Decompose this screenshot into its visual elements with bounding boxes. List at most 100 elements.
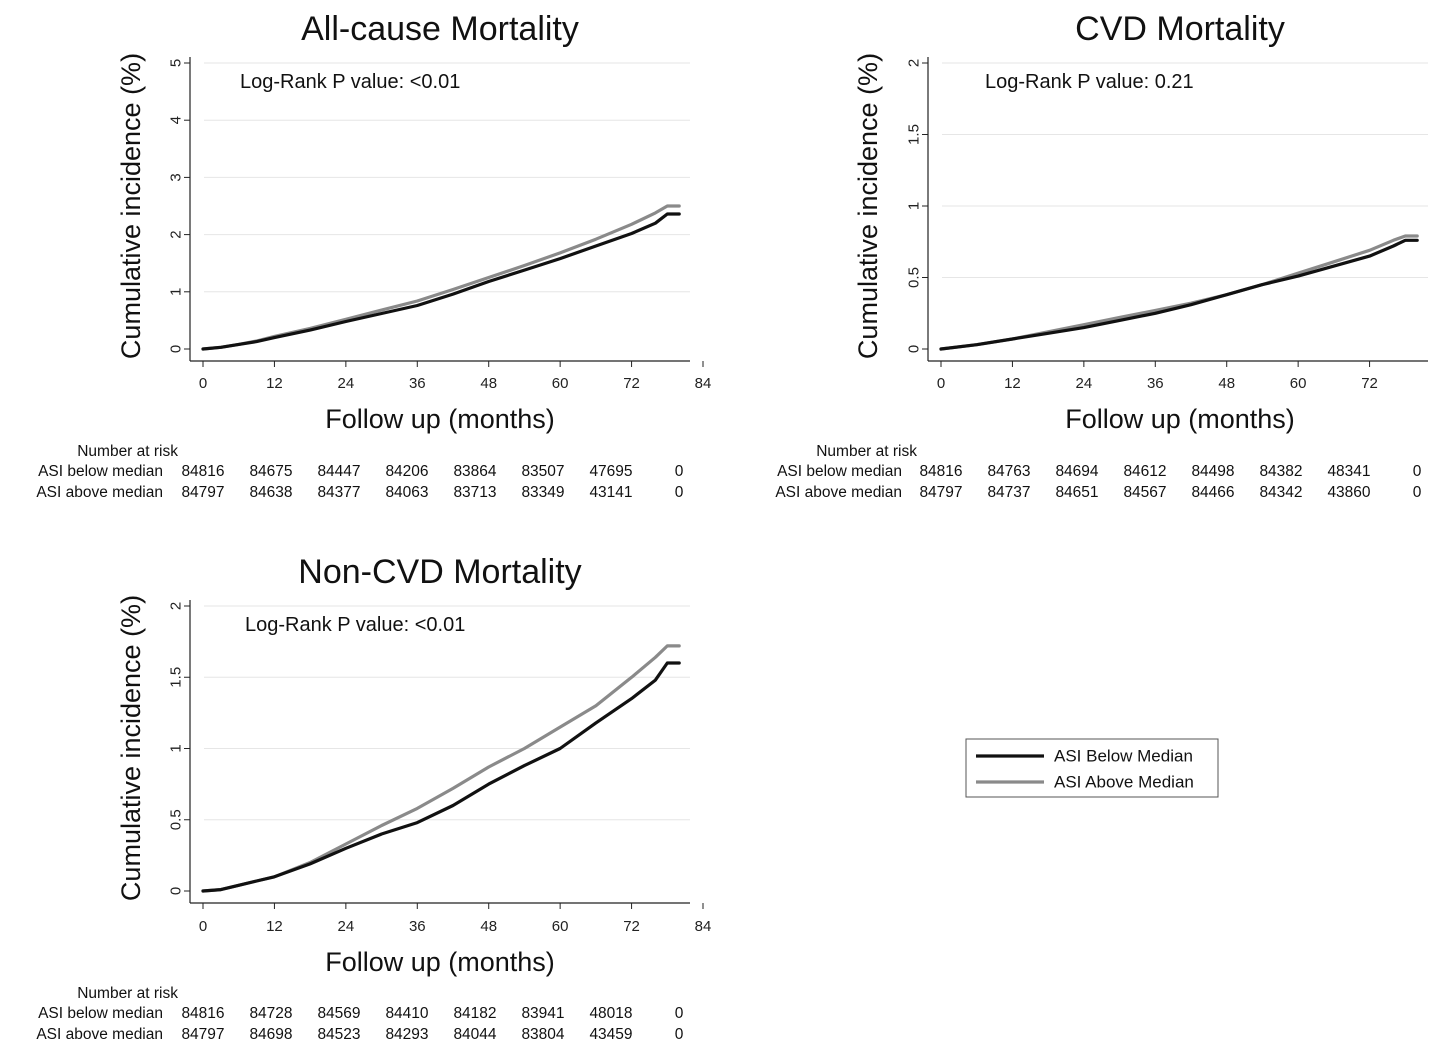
- y-tick-label: 1: [906, 202, 923, 210]
- x-tick-label: 60: [552, 375, 569, 392]
- risk-cell: 84206: [385, 463, 428, 480]
- x-tick-label: 60: [1290, 375, 1307, 392]
- risk-cell: 84342: [1259, 484, 1302, 501]
- y-tick-label: 0: [168, 345, 185, 353]
- y-axis-title: Cumulative incidence (%): [853, 53, 883, 359]
- y-tick-label: 0: [168, 887, 185, 895]
- x-tick-label: 12: [1004, 375, 1021, 392]
- risk-cell: 0: [1413, 463, 1422, 480]
- series-line-below-median: [201, 212, 681, 351]
- y-tick-label: 1.5: [168, 667, 185, 688]
- risk-table-header: Number at risk: [77, 985, 178, 1002]
- x-axis-title: Follow up (months): [325, 404, 555, 434]
- risk-cell: 83349: [521, 484, 564, 501]
- y-tick-label: 2: [168, 602, 185, 610]
- x-tick-label: 84: [695, 918, 712, 935]
- km-panel-3: Non-CVD Mortality 0 0.5 1 1.5 2 0 12 24 36 48 60 72 8…: [36, 553, 711, 1043]
- km-panel-2: CVD Mortality00.511.52012243648607284Fol…: [775, 10, 1428, 501]
- y-tick-label: 1.5: [906, 124, 923, 145]
- risk-cell: 43459: [589, 1026, 632, 1043]
- y-axis-title: Cumulative incidence (%): [116, 53, 146, 359]
- risk-cell: 48341: [1327, 463, 1370, 480]
- risk-cell: 0: [1413, 484, 1422, 501]
- risk-cell: 84638: [249, 484, 292, 501]
- x-tick-label: 48: [1218, 375, 1235, 392]
- risk-cell: 83713: [453, 484, 496, 501]
- x-tick-label: 36: [409, 375, 426, 392]
- x-tick-label: 24: [338, 918, 355, 935]
- risk-cell: 84728: [249, 1005, 292, 1022]
- risk-cell: 43860: [1327, 484, 1370, 501]
- panel-title: All-cause Mortality: [301, 10, 579, 48]
- risk-cell: 84797: [919, 484, 962, 501]
- x-tick-label: 0: [199, 918, 207, 935]
- legend: ASI Below Median ASI Above Median: [965, 738, 1219, 798]
- risk-cell: 84382: [1259, 463, 1302, 480]
- x-tick-label: 72: [623, 375, 640, 392]
- y-tick-label: 3: [168, 173, 185, 181]
- x-tick-label: 48: [480, 375, 497, 392]
- panel-title: Non-CVD Mortality: [298, 553, 581, 591]
- series-line-above-median: [201, 204, 681, 351]
- risk-cell: 0: [675, 1026, 684, 1043]
- y-tick-label: 0: [906, 345, 923, 353]
- risk-cell: 0: [675, 484, 684, 501]
- x-tick-label: 72: [623, 918, 640, 935]
- risk-cell: 84567: [1123, 484, 1166, 501]
- x-tick-label: 24: [338, 375, 355, 392]
- risk-cell: 84694: [1055, 463, 1098, 480]
- series-line-below-median: [939, 238, 1419, 351]
- risk-cell: 84816: [181, 1005, 224, 1022]
- risk-cell: 84377: [317, 484, 360, 501]
- risk-cell: 84569: [317, 1005, 360, 1022]
- risk-cell: 84466: [1191, 484, 1234, 501]
- series-line-above-median: [201, 644, 681, 893]
- risk-cell: 84410: [385, 1005, 428, 1022]
- series-line-above-median: [939, 234, 1419, 351]
- risk-table-header: Number at risk: [77, 443, 178, 460]
- risk-cell: 48018: [589, 1005, 632, 1022]
- y-tick-label: 4: [168, 116, 185, 124]
- risk-cell: 84447: [317, 463, 360, 480]
- y-tick-label: 0.5: [168, 809, 185, 830]
- risk-cell: 84612: [1123, 463, 1166, 480]
- y-tick-label: 2: [168, 230, 185, 238]
- risk-row-label: ASI below median: [777, 463, 902, 480]
- risk-cell: 84737: [987, 484, 1030, 501]
- panel-title: CVD Mortality: [1075, 10, 1285, 48]
- risk-cell: 84763: [987, 463, 1030, 480]
- risk-cell: 84816: [181, 463, 224, 480]
- risk-cell: 84293: [385, 1026, 428, 1043]
- risk-row-label: ASI above median: [36, 484, 163, 501]
- risk-table-header: Number at risk: [816, 443, 917, 460]
- risk-row-label: ASI below median: [38, 463, 163, 480]
- x-tick-label: 72: [1361, 375, 1378, 392]
- risk-cell: 84044: [453, 1026, 496, 1043]
- y-axis-title: Cumulative incidence (%): [116, 595, 146, 901]
- log-rank-annotation: Log-Rank P value: 0.21: [985, 71, 1194, 93]
- legend-label: ASI Above Median: [1054, 773, 1194, 792]
- risk-cell: 84498: [1191, 463, 1234, 480]
- risk-cell: 43141: [589, 484, 632, 501]
- y-tick-label: 5: [168, 59, 185, 67]
- series-line-below-median: [201, 661, 681, 893]
- legend-label: ASI Below Median: [1054, 747, 1193, 766]
- risk-cell: 83941: [521, 1005, 564, 1022]
- risk-cell: 84816: [919, 463, 962, 480]
- x-tick-label: 0: [199, 375, 207, 392]
- x-tick-label: 12: [266, 375, 283, 392]
- x-tick-label: 12: [266, 918, 283, 935]
- risk-row-label: ASI below median: [38, 1005, 163, 1022]
- risk-cell: 83804: [521, 1026, 564, 1043]
- x-tick-label: 36: [1147, 375, 1164, 392]
- y-tick-label: 1: [168, 744, 185, 752]
- legend-box: [965, 738, 1219, 798]
- log-rank-annotation: Log-Rank P value: <0.01: [245, 614, 465, 636]
- risk-cell: 83507: [521, 463, 564, 480]
- y-tick-label: 0.5: [906, 267, 923, 288]
- y-tick-label: 2: [906, 59, 923, 67]
- risk-cell: 84698: [249, 1026, 292, 1043]
- risk-cell: 84182: [453, 1005, 496, 1022]
- x-axis-title: Follow up (months): [325, 947, 555, 977]
